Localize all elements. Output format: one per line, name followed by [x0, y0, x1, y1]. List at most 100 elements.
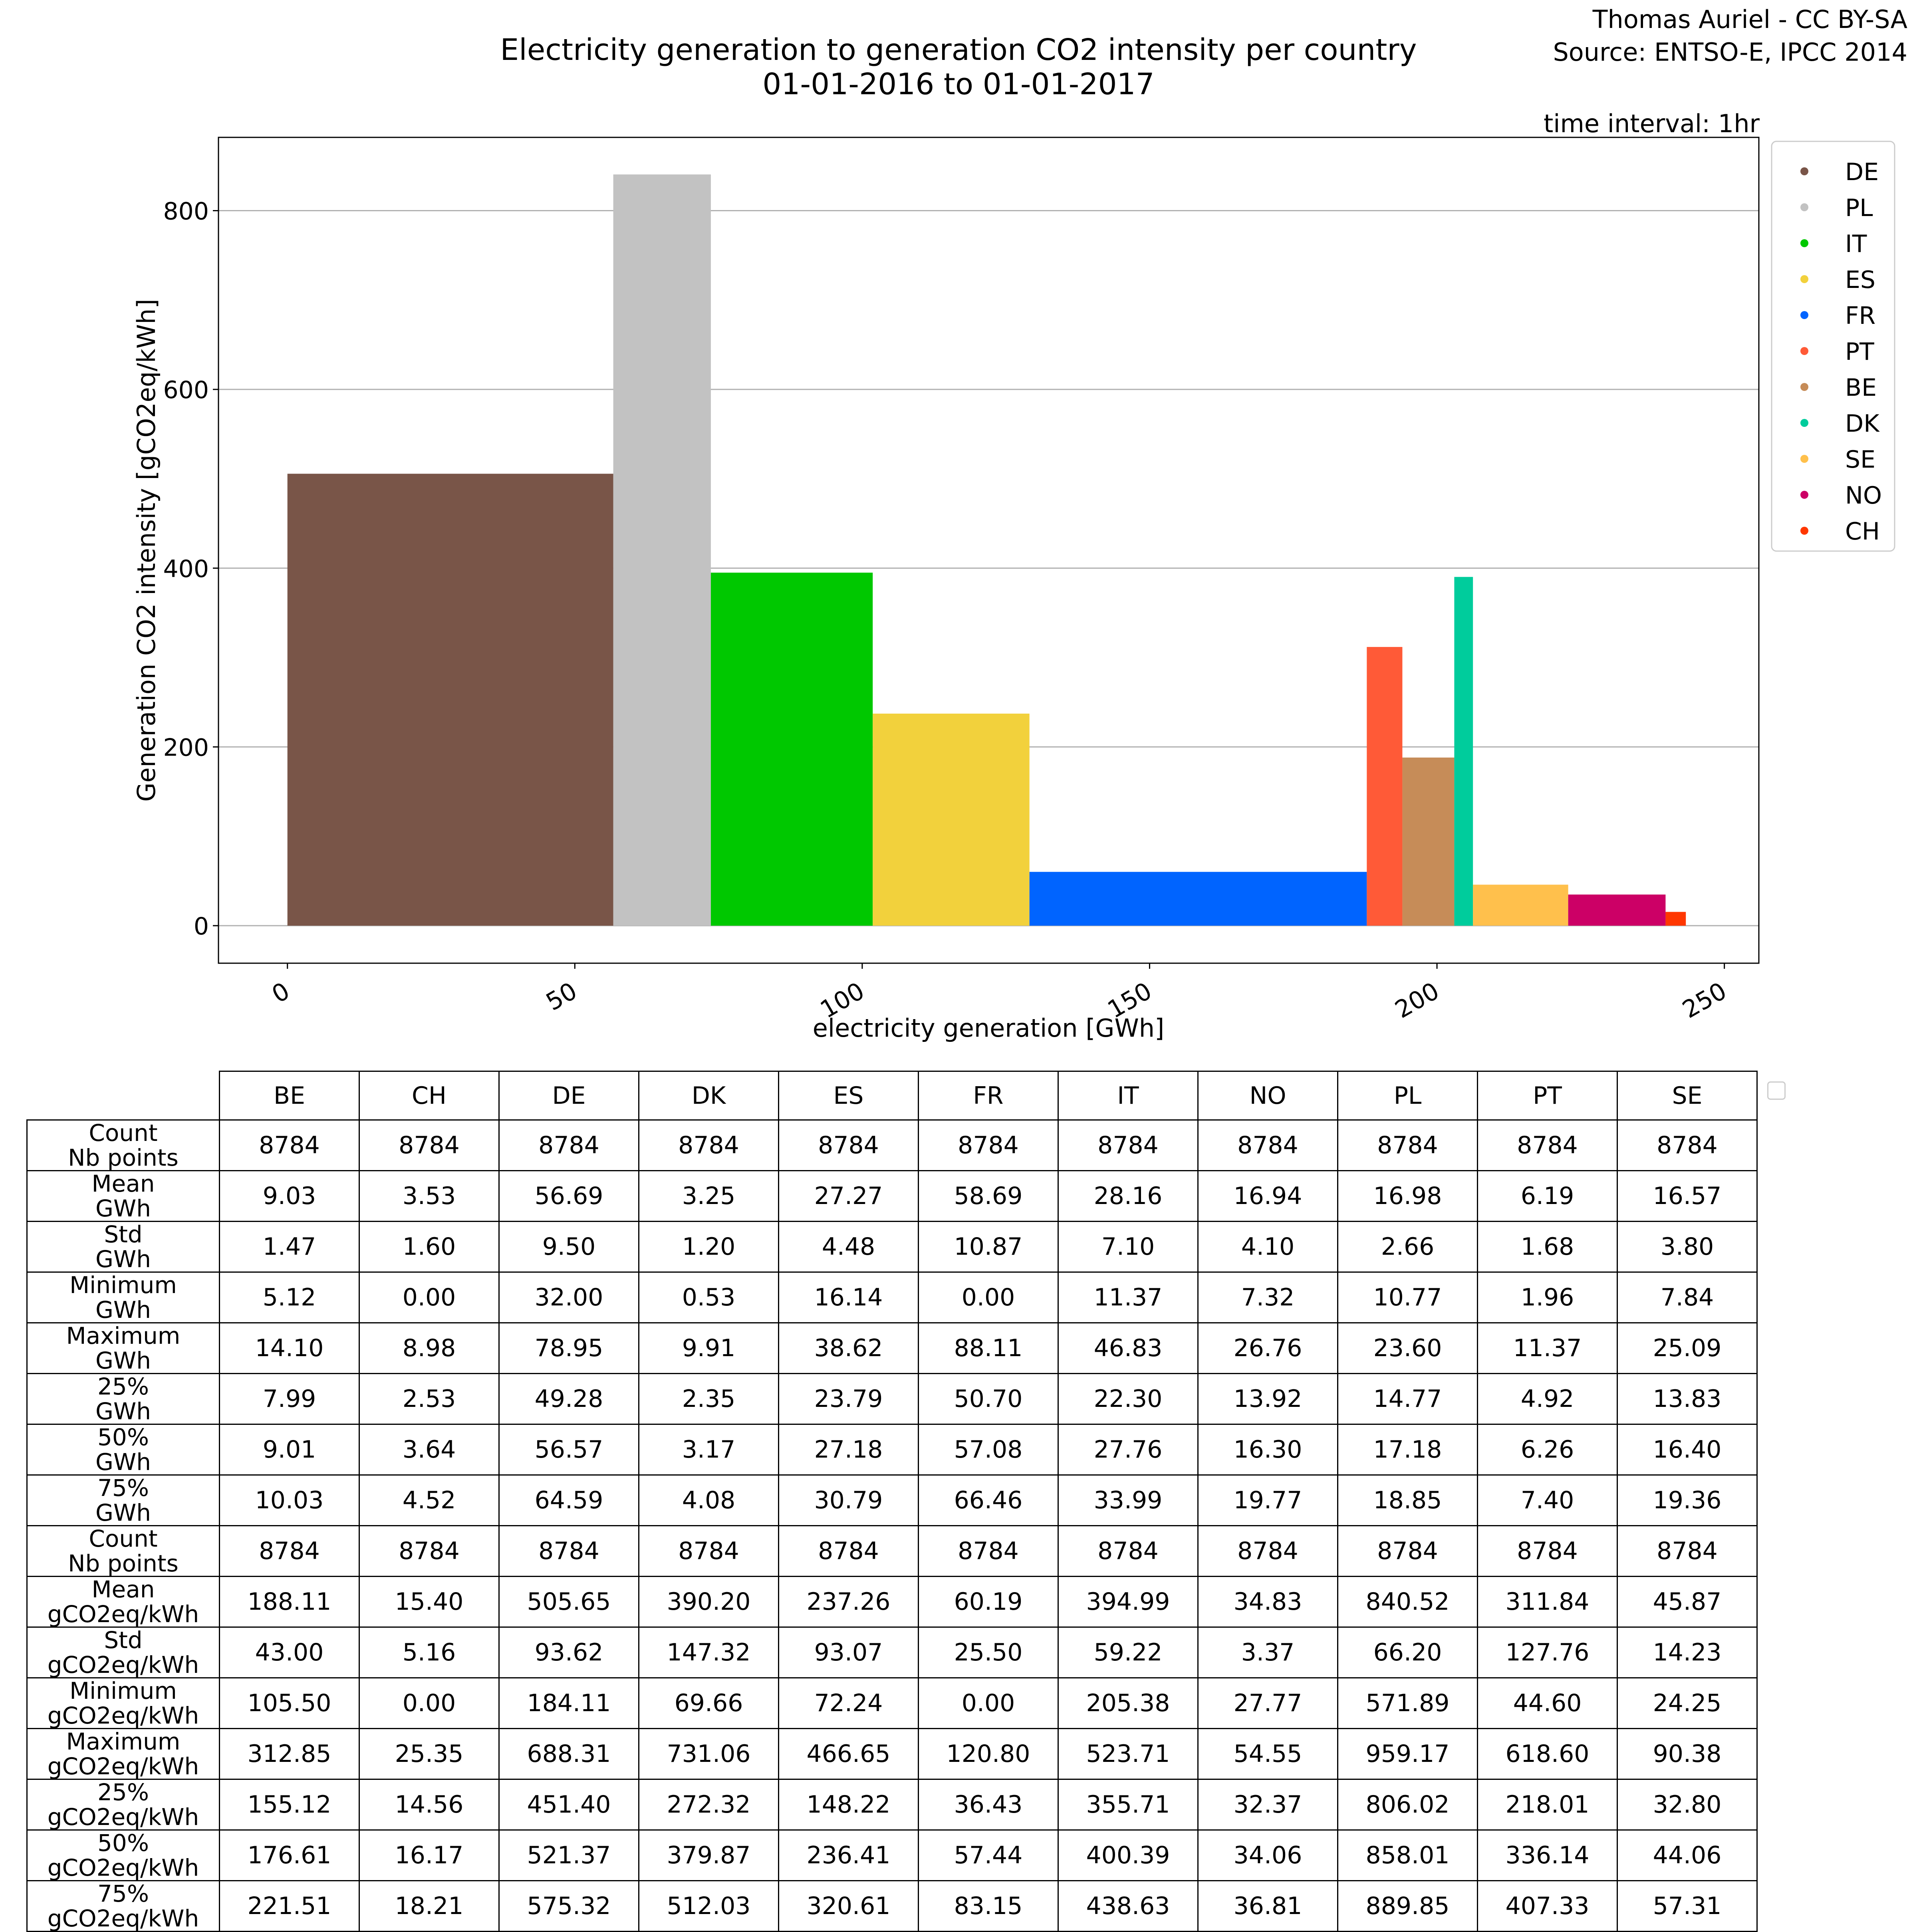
table-row: Std gCO2eq/kWh 43.00 5.16 93.62 147.32 93.07 25… [26, 1627, 1758, 1678]
bar-FR [1029, 872, 1367, 926]
table-cell: 4.92 [1477, 1373, 1618, 1425]
table-cell: 4.08 [638, 1474, 779, 1526]
x-tick-label: 200 [1390, 977, 1444, 1024]
x-tick-label: 0 [267, 977, 294, 1009]
column-header-PL: PL [1337, 1071, 1478, 1121]
table-cell: 184.11 [498, 1677, 639, 1729]
column-header-CH: CH [359, 1071, 500, 1121]
table-cell: 1.47 [219, 1221, 360, 1273]
chart-title-block: Electricity generation to generation CO2… [0, 33, 1917, 101]
table-corner [27, 1071, 220, 1121]
column-header-ES: ES [778, 1071, 919, 1121]
table-row: Std GWh 1.47 1.60 9.50 1.20 4.48 10.87 7.10 4.10 2… [26, 1221, 1758, 1273]
table-cell: 32.00 [498, 1271, 639, 1323]
table-cell: 10.77 [1337, 1271, 1478, 1323]
table-row: 25% gCO2eq/kWh 155.12 14.56 451.40 272.32 148.… [26, 1779, 1758, 1831]
table-cell: 66.20 [1337, 1627, 1478, 1678]
table-cell: 23.60 [1337, 1322, 1478, 1374]
table-row: 25% GWh 7.99 2.53 49.28 2.35 23.79 50.70 22.30 13… [26, 1373, 1758, 1425]
table-cell: 8784 [918, 1525, 1059, 1577]
table-cell: 32.37 [1197, 1779, 1338, 1831]
table-cell: 3.37 [1197, 1627, 1338, 1678]
table-cell: 78.95 [498, 1322, 639, 1374]
table-cell: 11.37 [1058, 1271, 1199, 1323]
table-cell: 7.32 [1197, 1271, 1338, 1323]
credit-author: Thomas Auriel - CC BY-SA [1592, 5, 1907, 34]
legend-marker-ES [1800, 275, 1808, 283]
legend-marker-DE [1800, 167, 1808, 175]
table-cell: 7.40 [1477, 1474, 1618, 1526]
table-cell: 731.06 [638, 1728, 779, 1780]
bar-DK [1454, 577, 1473, 926]
table-cell: 49.28 [498, 1373, 639, 1425]
table-cell: 26.76 [1197, 1322, 1338, 1374]
table-cell: 57.44 [918, 1829, 1059, 1881]
table-row: Mean GWh 9.03 3.53 56.69 3.25 27.27 58.69 28.16 1… [26, 1170, 1758, 1222]
table-cell: 0.00 [918, 1271, 1059, 1323]
table-cell: 23.79 [778, 1373, 919, 1425]
table-cell: 10.03 [219, 1474, 360, 1526]
table-cell: 3.25 [638, 1170, 779, 1222]
table-cell: 218.01 [1477, 1779, 1618, 1831]
y-tick-label: 800 [163, 198, 209, 226]
table-cell: 505.65 [498, 1576, 639, 1628]
legend-marker-NO [1800, 491, 1808, 499]
table-cell: 236.41 [778, 1829, 919, 1881]
table-cell: 22.30 [1058, 1373, 1199, 1425]
legend-marker-PL [1800, 203, 1808, 211]
bar-CH [1665, 912, 1686, 926]
legend-label-BE: BE [1845, 374, 1877, 402]
table-cell: 959.17 [1337, 1728, 1478, 1780]
table-cell: 0.00 [359, 1677, 500, 1729]
bar-PT [1367, 647, 1403, 926]
row-header: Count Nb points [26, 1525, 220, 1577]
table-cell: 4.52 [359, 1474, 500, 1526]
table-cell: 56.57 [498, 1424, 639, 1476]
table-cell: 27.27 [778, 1170, 919, 1222]
row-header: 50% gCO2eq/kWh [26, 1829, 220, 1881]
table-cell: 618.60 [1477, 1728, 1618, 1780]
legend-label-DK: DK [1845, 410, 1880, 438]
table-cell: 13.92 [1197, 1373, 1338, 1425]
plot-frame [218, 137, 1760, 964]
legend-label-PL: PL [1845, 194, 1873, 222]
table-cell: 521.37 [498, 1829, 639, 1881]
table-cell: 16.94 [1197, 1170, 1338, 1222]
chart-title: Electricity generation to generation CO2… [500, 33, 1417, 67]
table-cell: 8784 [1058, 1525, 1199, 1577]
bar-NO [1568, 895, 1666, 926]
legend-marker-IT [1800, 239, 1808, 247]
legend-marker-PT [1800, 347, 1808, 355]
table-cell: 19.36 [1617, 1474, 1758, 1526]
table-cell: 54.55 [1197, 1728, 1338, 1780]
chart-subtitle: 01-01-2016 to 01-01-2017 [762, 67, 1155, 101]
table-cell: 10.87 [918, 1221, 1059, 1273]
y-tick-label: 600 [163, 376, 209, 404]
table-cell: 16.98 [1337, 1170, 1478, 1222]
table-cell: 34.06 [1197, 1829, 1338, 1881]
time-interval-annotation: time interval: 1hr [1544, 109, 1760, 138]
legend: DE PL IT ES FR PT BE DK SE NO CH [1771, 141, 1895, 552]
table-cell: 155.12 [219, 1779, 360, 1831]
y-tick-label: 0 [194, 912, 209, 940]
table-cell: 8784 [498, 1119, 639, 1171]
legend-label-DE: DE [1845, 158, 1879, 186]
table-cell: 6.19 [1477, 1170, 1618, 1222]
table-cell: 27.18 [778, 1424, 919, 1476]
x-tick-label: 50 [542, 977, 582, 1016]
table-cell: 18.21 [359, 1880, 500, 1932]
legend-label-ES: ES [1845, 266, 1875, 294]
table-cell: 355.71 [1058, 1779, 1199, 1831]
table-cell: 19.77 [1197, 1474, 1338, 1526]
table-cell: 59.22 [1058, 1627, 1199, 1678]
row-header: 75% gCO2eq/kWh [26, 1880, 220, 1932]
table-cell: 394.99 [1058, 1576, 1199, 1628]
table-cell: 36.43 [918, 1779, 1059, 1831]
table-cell: 58.69 [918, 1170, 1059, 1222]
row-header: Maximum gCO2eq/kWh [26, 1728, 220, 1780]
legend-entries: DE PL IT ES FR PT BE DK SE NO CH [1800, 158, 1882, 545]
x-tick-label: 250 [1678, 977, 1731, 1024]
table-cell: 0.53 [638, 1271, 779, 1323]
y-axis-label: Generation CO2 intensity [gCO2eq/kWh] [132, 299, 161, 802]
